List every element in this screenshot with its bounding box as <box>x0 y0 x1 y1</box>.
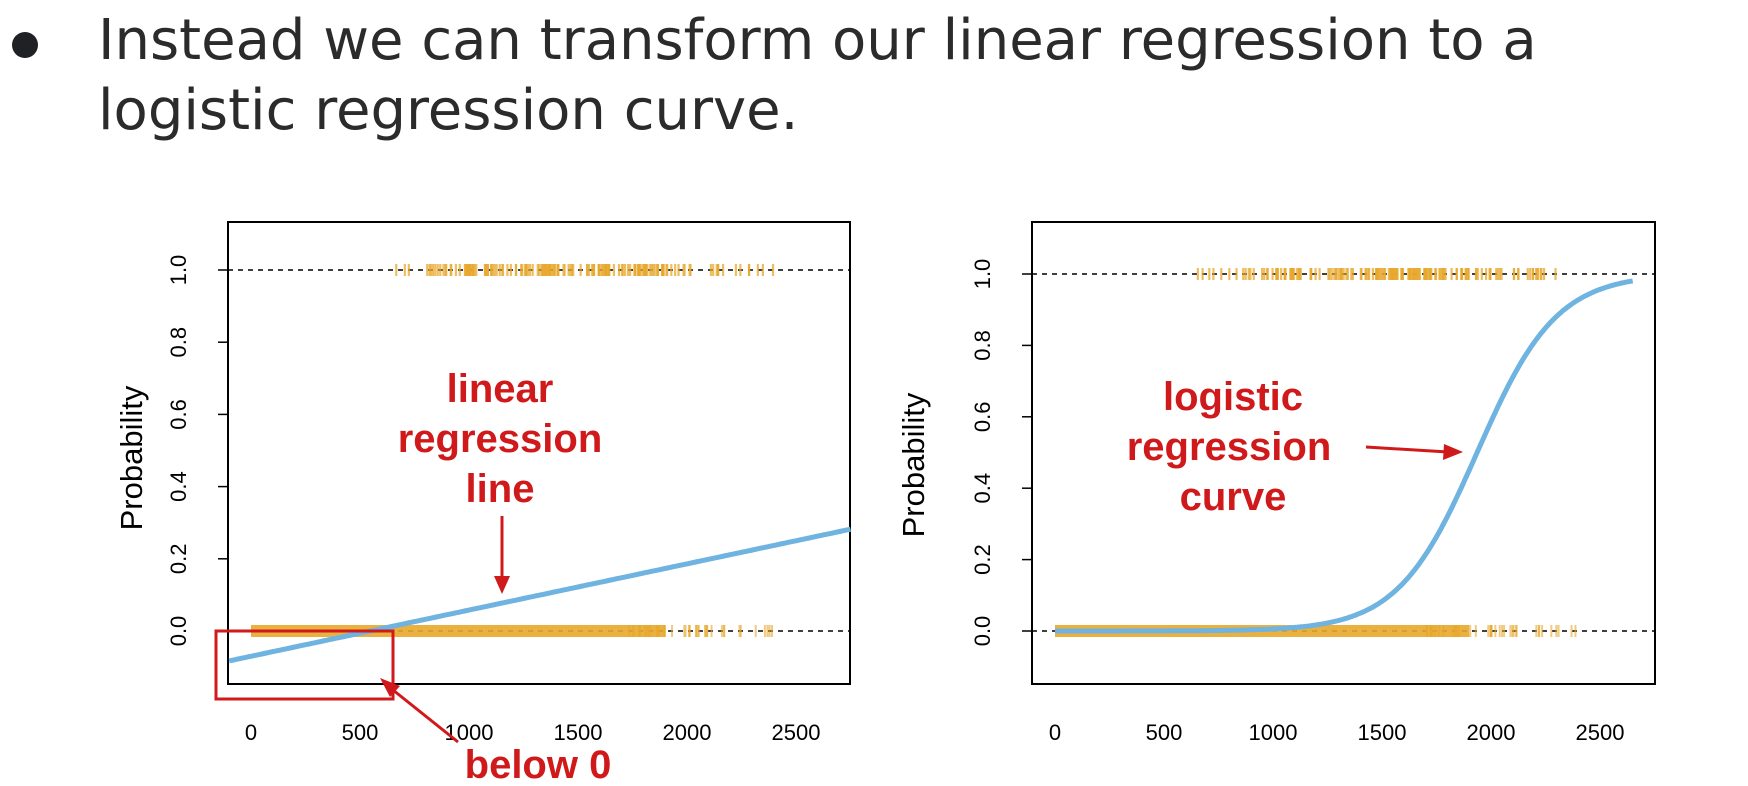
x-tick-label: 1500 <box>554 720 603 745</box>
left-plot-frame <box>227 221 851 685</box>
bullet-row: Instead we can transform our linear regr… <box>0 0 1748 160</box>
y-tick-label: 0.8 <box>970 330 995 361</box>
y-tick-label: 0.8 <box>166 327 191 358</box>
below-zero-arrow <box>387 684 459 744</box>
x-tick-label: 0 <box>1049 720 1061 745</box>
y-tick-label: 0.4 <box>166 471 191 502</box>
x-tick-label: 2000 <box>1467 720 1516 745</box>
y-tick-label: 0.6 <box>166 399 191 430</box>
left-linear-fit-line <box>228 526 852 664</box>
below-zero-arrowhead <box>380 678 400 697</box>
left-annotation-line2: regression <box>398 417 603 461</box>
left-annotation-line3: line <box>466 467 535 511</box>
right-annotation-arrowhead <box>1443 444 1463 460</box>
y-tick-label: 0.2 <box>970 544 995 575</box>
y-tick-label: 0.0 <box>970 616 995 647</box>
y-tick-label: 1.0 <box>970 259 995 290</box>
left-plot: 0 500 1000 1500 2000 2500 0.00.20.40.60.81.0 … <box>114 221 852 786</box>
right-annotation-line2: regression <box>1127 425 1332 469</box>
bullet-text: Instead we can transform our linear regr… <box>98 8 1537 143</box>
below-zero-label: below 0 <box>465 743 612 786</box>
right-annotation-line1: logistic <box>1163 375 1303 419</box>
x-tick-label: 1500 <box>1358 720 1407 745</box>
left-ylabel: Probability <box>114 385 149 530</box>
x-tick-label: 1000 <box>445 720 494 745</box>
left-annotation-arrowhead <box>494 576 510 594</box>
x-tick-label: 500 <box>1146 720 1183 745</box>
right-logistic-fit-curve <box>1055 278 1634 634</box>
x-tick-label: 2500 <box>772 720 821 745</box>
y-tick-label: 1.0 <box>166 255 191 286</box>
x-tick-label: 500 <box>342 720 379 745</box>
y-tick-label: 0.0 <box>166 616 191 647</box>
below-zero-highlight-box <box>214 629 395 701</box>
y-tick-label: 0.6 <box>970 402 995 433</box>
x-tick-label: 0 <box>245 720 257 745</box>
right-plot: 0 500 1000 1500 2000 2500 0.00.20.40.60.81.0 … <box>896 221 1656 745</box>
right-annotation-line3: curve <box>1180 475 1287 519</box>
y-tick-label: 0.2 <box>166 544 191 575</box>
y-tick-label: 0.4 <box>970 473 995 504</box>
x-tick-label: 1000 <box>1249 720 1298 745</box>
bullet-dot-icon <box>12 32 38 58</box>
right-ylabel: Probability <box>896 392 931 537</box>
x-tick-label: 2500 <box>1576 720 1625 745</box>
x-tick-label: 2000 <box>663 720 712 745</box>
right-plot-frame <box>1031 221 1656 685</box>
left-annotation-line1: linear <box>447 367 554 411</box>
right-annotation-arrow <box>1365 445 1449 454</box>
